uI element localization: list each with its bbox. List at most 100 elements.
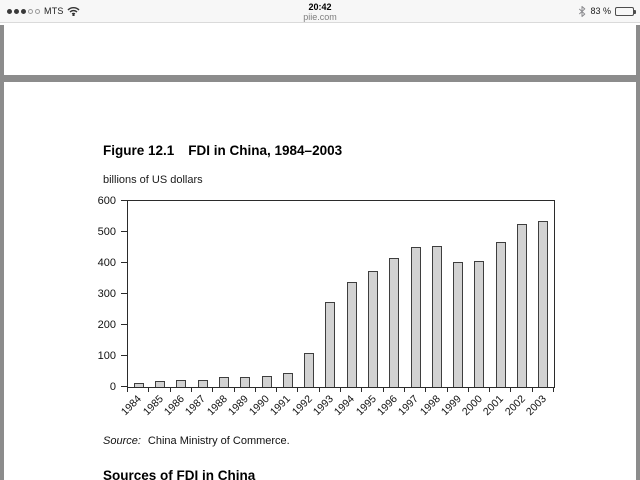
bar-2000 — [474, 260, 485, 387]
x-tick — [510, 387, 512, 392]
x-tick — [297, 387, 299, 392]
x-tick — [553, 387, 554, 392]
signal-dot — [28, 8, 33, 14]
x-axis-year-text: 1999 — [438, 393, 464, 419]
x-axis-year-text: 1984 — [119, 393, 145, 419]
battery-nub — [634, 9, 636, 14]
x-tick — [148, 387, 150, 392]
x-axis-year-text: 1993 — [310, 393, 336, 419]
x-tick — [254, 387, 256, 392]
x-tick — [446, 387, 448, 392]
battery-icon — [615, 6, 636, 16]
bar-1990 — [261, 376, 272, 387]
bar-2002 — [517, 223, 528, 387]
y-tick — [121, 386, 127, 387]
bar-1993 — [325, 301, 336, 387]
bar-1984 — [133, 383, 144, 387]
carrier-label: MTS — [44, 6, 64, 16]
x-axis-year-text: 1992 — [289, 393, 315, 419]
bar-1991 — [282, 373, 293, 387]
bar-1992 — [304, 352, 315, 387]
bar-1999 — [453, 262, 464, 387]
bar-1985 — [155, 380, 165, 387]
source-text: China Ministry of Commerce. — [147, 435, 290, 447]
x-axis-year-text: 1985 — [140, 393, 166, 419]
y-axis-tick-label: 500 — [97, 226, 116, 238]
x-axis-year-text: 1995 — [353, 393, 379, 419]
x-tick — [382, 387, 384, 392]
bar-1996 — [389, 257, 400, 387]
document-page-previous[interactable] — [4, 25, 636, 75]
x-tick — [403, 387, 405, 392]
figure-title-line: Figure 12.1 FDI in China, 1984–2003 — [103, 143, 342, 158]
x-tick — [190, 387, 192, 392]
chart: 0 100 200 300 400 500 600 1984 1985 1986 1987 1988 1… — [4, 195, 636, 450]
x-axis-year-text: 2000 — [459, 393, 485, 419]
y-axis-tick-label: 400 — [97, 257, 116, 269]
document-page[interactable]: Figure 12.1 FDI in China, 1984–2003 billi… — [4, 82, 636, 480]
wifi-icon — [67, 6, 80, 16]
x-tick — [169, 387, 171, 392]
x-axis-year-text: 1989 — [225, 393, 251, 419]
y-tick — [121, 293, 127, 294]
bluetooth-icon — [578, 5, 586, 17]
bar-2001 — [495, 241, 506, 387]
x-tick — [212, 387, 214, 392]
x-axis-year-text: 1997 — [396, 393, 422, 419]
x-tick — [233, 387, 235, 392]
y-axis-tick-label: 100 — [97, 350, 116, 362]
x-tick — [127, 387, 128, 392]
x-tick — [318, 387, 320, 392]
bar-1994 — [346, 282, 357, 387]
next-section-heading: Sources of FDI in China — [103, 468, 256, 480]
x-axis-year-text: 1994 — [332, 393, 358, 419]
bar-1995 — [368, 270, 378, 387]
bar-1989 — [240, 376, 251, 387]
chart-frame — [127, 200, 555, 388]
y-axis-tick-label: 300 — [97, 288, 116, 300]
x-axis-year-text: 2003 — [523, 393, 549, 419]
figure-units-label: billions of US dollars — [103, 174, 203, 186]
bar-2003 — [538, 221, 549, 387]
x-axis-year-text: 1986 — [161, 393, 187, 419]
bar-1997 — [410, 246, 421, 387]
battery-group: 83 % — [578, 0, 636, 22]
battery-percent-label: 83 % — [590, 6, 611, 16]
source-line: Source: China Ministry of Commerce. — [103, 435, 290, 447]
page-gap — [0, 75, 640, 82]
signal-dot — [7, 8, 12, 14]
url-bar[interactable]: 20:42 piie.com — [0, 0, 640, 22]
x-tick — [467, 387, 469, 392]
x-axis-year-text: 1998 — [417, 393, 443, 419]
y-tick — [121, 262, 127, 263]
y-tick — [121, 200, 127, 201]
urlbar-bottom-edge — [0, 22, 640, 25]
x-axis-year-text: 1991 — [268, 393, 294, 419]
y-axis-tick-label: 600 — [97, 195, 116, 207]
signal-dot — [21, 8, 26, 14]
x-tick — [531, 387, 533, 392]
signal-dot — [14, 8, 19, 14]
source-prefix: Source: — [103, 435, 141, 447]
url-label: piie.com — [303, 12, 337, 22]
status-bar: MTS 20:42 piie.com 83 % — [0, 0, 640, 23]
clock-label: 20:42 — [308, 2, 332, 12]
signal-dots — [7, 8, 40, 14]
x-axis-year-text: 1990 — [246, 393, 272, 419]
x-axis-year-text: 1988 — [204, 393, 230, 419]
x-tick — [489, 387, 491, 392]
y-axis-tick-label: 200 — [97, 319, 116, 331]
x-axis-year-text: 1987 — [183, 393, 209, 419]
bar-1986 — [176, 380, 187, 387]
x-axis-year-text: 2001 — [481, 393, 507, 419]
x-axis-year-text: 1996 — [374, 393, 400, 419]
x-tick — [425, 387, 427, 392]
signal-dot — [35, 8, 40, 14]
bar-1998 — [431, 246, 442, 387]
bar-1988 — [218, 377, 229, 387]
x-tick — [276, 387, 278, 392]
y-tick — [121, 355, 127, 356]
y-tick — [121, 324, 127, 325]
y-axis-tick-label: 0 — [109, 381, 116, 393]
x-tick — [361, 387, 363, 392]
